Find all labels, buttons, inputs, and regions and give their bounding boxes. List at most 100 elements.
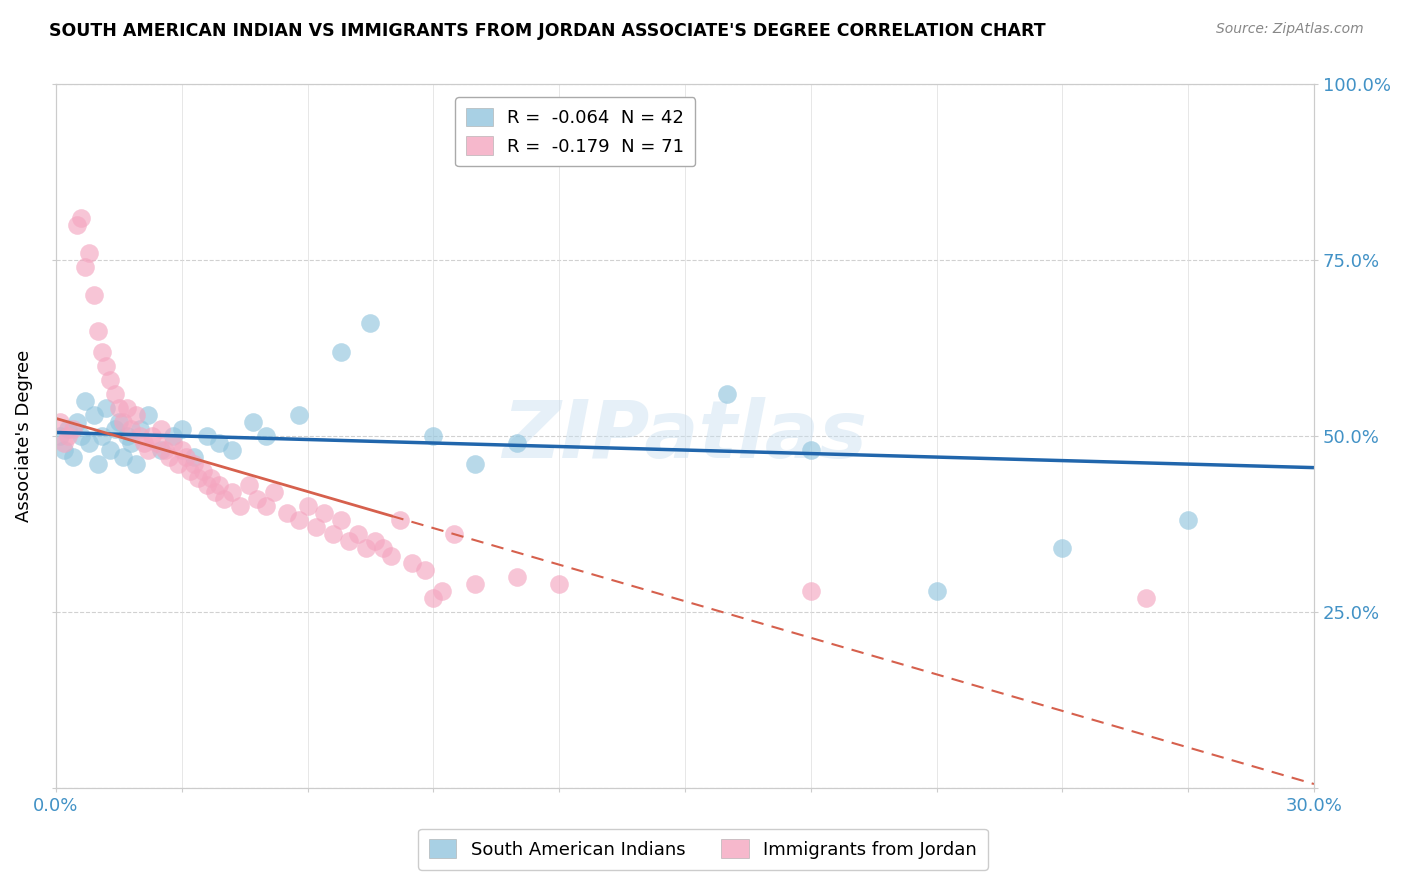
Point <box>183 450 205 464</box>
Point <box>79 246 101 260</box>
Point <box>70 211 93 225</box>
Point <box>548 576 571 591</box>
Point <box>162 429 184 443</box>
Point <box>238 478 260 492</box>
Point <box>195 478 218 492</box>
Point <box>75 260 97 275</box>
Point <box>153 443 176 458</box>
Point <box>413 563 436 577</box>
Text: SOUTH AMERICAN INDIAN VS IMMIGRANTS FROM JORDAN ASSOCIATE'S DEGREE CORRELATION C: SOUTH AMERICAN INDIAN VS IMMIGRANTS FROM… <box>49 22 1046 40</box>
Point <box>87 324 110 338</box>
Legend: South American Indians, Immigrants from Jordan: South American Indians, Immigrants from … <box>419 829 987 870</box>
Point <box>229 500 252 514</box>
Point <box>120 436 142 450</box>
Point <box>170 443 193 458</box>
Point <box>187 471 209 485</box>
Point <box>716 386 738 401</box>
Point <box>388 513 411 527</box>
Point <box>100 373 122 387</box>
Point <box>254 500 277 514</box>
Point <box>149 443 172 458</box>
Point <box>422 591 444 605</box>
Point <box>111 415 134 429</box>
Point <box>330 513 353 527</box>
Point <box>506 436 529 450</box>
Point <box>108 401 131 415</box>
Point <box>120 422 142 436</box>
Point <box>314 506 336 520</box>
Point <box>58 422 80 436</box>
Point <box>162 436 184 450</box>
Point <box>87 457 110 471</box>
Point <box>330 344 353 359</box>
Point <box>371 541 394 556</box>
Point <box>66 218 89 232</box>
Point <box>124 408 146 422</box>
Point <box>200 471 222 485</box>
Point <box>136 408 159 422</box>
Point <box>1135 591 1157 605</box>
Point <box>170 422 193 436</box>
Text: Source: ZipAtlas.com: Source: ZipAtlas.com <box>1216 22 1364 37</box>
Point <box>96 359 118 373</box>
Point <box>62 450 84 464</box>
Y-axis label: Associate's Degree: Associate's Degree <box>15 350 32 522</box>
Point <box>242 415 264 429</box>
Point <box>464 457 486 471</box>
Point <box>149 422 172 436</box>
Point <box>221 485 243 500</box>
Point <box>157 450 180 464</box>
Point <box>49 429 72 443</box>
Point <box>75 393 97 408</box>
Point <box>347 527 370 541</box>
Point <box>208 478 231 492</box>
Point <box>800 583 823 598</box>
Point <box>1052 541 1074 556</box>
Point <box>208 436 231 450</box>
Point <box>79 436 101 450</box>
Point <box>925 583 948 598</box>
Point <box>66 415 89 429</box>
Text: ZIPatlas: ZIPatlas <box>502 397 868 475</box>
Point <box>179 464 201 478</box>
Point <box>83 408 105 422</box>
Point <box>305 520 328 534</box>
Point <box>166 457 188 471</box>
Point <box>70 429 93 443</box>
Point <box>62 422 84 436</box>
Point <box>145 436 167 450</box>
Point <box>104 386 127 401</box>
Point <box>204 485 226 500</box>
Point <box>104 422 127 436</box>
Point <box>322 527 344 541</box>
Point <box>91 344 114 359</box>
Point <box>254 429 277 443</box>
Point <box>191 464 214 478</box>
Point <box>115 401 138 415</box>
Point <box>49 415 72 429</box>
Point <box>108 415 131 429</box>
Point <box>288 408 311 422</box>
Point <box>800 443 823 458</box>
Point <box>380 549 402 563</box>
Point <box>276 506 298 520</box>
Point <box>53 443 76 458</box>
Point <box>141 429 163 443</box>
Point <box>339 534 361 549</box>
Point <box>195 429 218 443</box>
Point <box>128 422 150 436</box>
Point <box>443 527 465 541</box>
Point <box>246 492 269 507</box>
Point <box>115 429 138 443</box>
Point <box>111 450 134 464</box>
Point <box>422 429 444 443</box>
Point <box>100 443 122 458</box>
Point <box>401 556 423 570</box>
Point <box>354 541 377 556</box>
Point <box>136 443 159 458</box>
Point <box>221 443 243 458</box>
Point <box>263 485 285 500</box>
Point <box>174 450 197 464</box>
Point <box>359 317 381 331</box>
Point <box>128 429 150 443</box>
